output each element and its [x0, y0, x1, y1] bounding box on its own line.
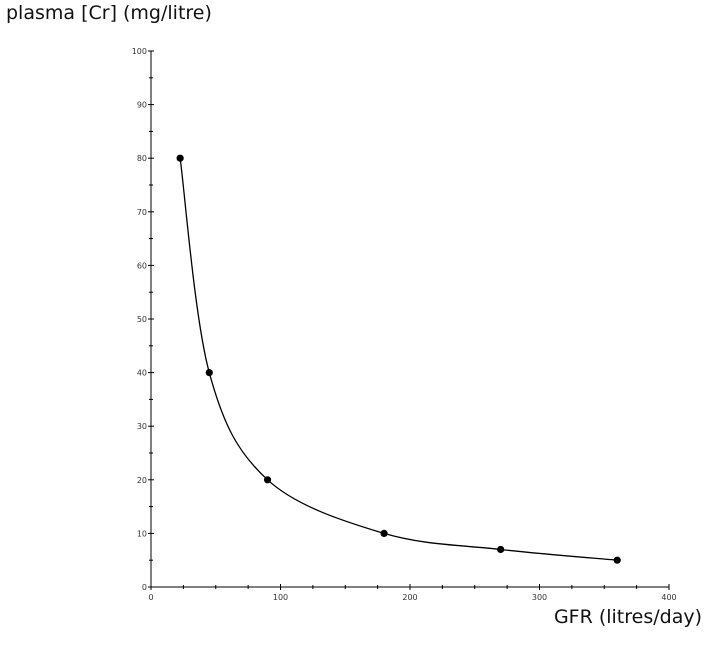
- series-line: [179, 158, 618, 561]
- y-tick-label: 60: [137, 261, 147, 270]
- y-tick-label: 40: [137, 369, 147, 378]
- y-tick-label: 10: [137, 529, 147, 538]
- x-tick-label: 400: [661, 593, 676, 602]
- data-point: [176, 154, 184, 162]
- y-tick-label: 20: [137, 476, 147, 485]
- data-point: [497, 545, 505, 554]
- y-tick-label: 50: [137, 315, 147, 324]
- data-point: [613, 556, 621, 564]
- y-tick-label: 30: [137, 422, 147, 431]
- y-tick-label: 70: [137, 208, 147, 217]
- y-tick-label: 90: [137, 101, 147, 110]
- data-point: [205, 369, 213, 377]
- x-tick-label: 100: [273, 593, 288, 602]
- x-tick-label: 0: [148, 593, 153, 602]
- data-point: [380, 529, 388, 538]
- y-tick-label: 0: [142, 583, 147, 592]
- y-tick-label: 100: [132, 47, 147, 56]
- x-axis-title: GFR (litres/day): [553, 606, 702, 628]
- x-tick-label: 200: [402, 593, 417, 602]
- x-tick-label: 300: [532, 593, 547, 602]
- y-axis-title: plasma [Cr] (mg/litre): [6, 2, 212, 24]
- data-point: [263, 476, 272, 484]
- y-tick-label: 80: [137, 154, 147, 163]
